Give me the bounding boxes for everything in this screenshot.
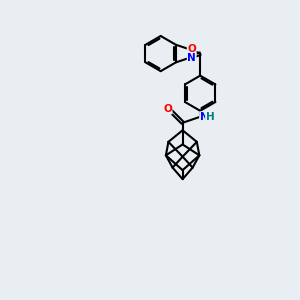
Text: N: N bbox=[200, 112, 208, 122]
Text: O: O bbox=[187, 44, 196, 54]
Text: N: N bbox=[187, 53, 196, 63]
Text: O: O bbox=[163, 104, 172, 114]
Text: H: H bbox=[206, 112, 214, 122]
